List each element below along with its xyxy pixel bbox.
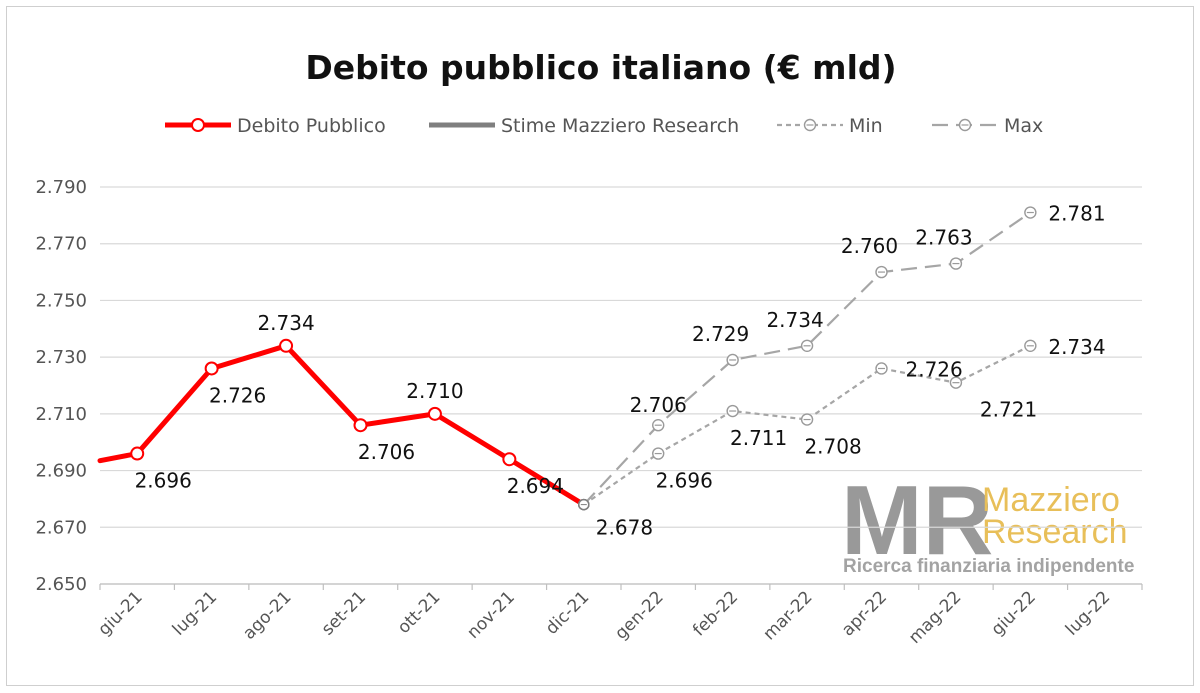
data-label: 2.710 xyxy=(406,379,463,403)
x-tick-label: dic-21 xyxy=(542,587,593,638)
data-label: 2.711 xyxy=(730,426,787,450)
legend-item-min: Min xyxy=(777,115,883,137)
series-max xyxy=(578,206,1037,511)
data-labels: 2.6962.7262.7342.7062.7102.6942.6782.696… xyxy=(135,202,1106,540)
series-debito-pubblico xyxy=(97,338,590,511)
x-tick-label: giu-22 xyxy=(988,587,1040,639)
legend-label: Min xyxy=(849,115,883,137)
x-tick-label: ago-21 xyxy=(239,587,295,643)
y-tick-label: 2.710 xyxy=(35,404,87,425)
x-tick-label: lug-22 xyxy=(1062,587,1114,639)
watermark-name-line1: Mazziero xyxy=(982,481,1120,519)
x-axis: giu-21 lug-21 ago-21 set-21 ott-21 nov-21 dic-… xyxy=(94,583,1143,648)
x-tick-label: lug-21 xyxy=(169,587,221,639)
data-point-marker xyxy=(204,361,219,376)
x-tick-label: feb-22 xyxy=(689,587,742,640)
data-label: 2.734 xyxy=(766,308,823,332)
watermark-monogram: MR xyxy=(841,465,993,575)
data-label: 2.726 xyxy=(906,357,963,381)
data-label: 2.706 xyxy=(358,440,415,464)
data-point-marker xyxy=(353,418,368,433)
legend-item-stime-mazziero-research: Stime Mazziero Research xyxy=(429,115,739,137)
legend-label: Stime Mazziero Research xyxy=(501,115,739,137)
x-tick-label: giu-21 xyxy=(94,587,146,639)
watermark-tagline: Ricerca finanziaria indipendente xyxy=(843,556,1134,577)
y-tick-label: 2.650 xyxy=(35,574,87,595)
legend-item-max: Max xyxy=(932,115,1043,137)
data-label: 2.678 xyxy=(596,516,653,540)
data-point-marker xyxy=(279,338,294,353)
legend-item-debito-pubblico: Debito Pubblico xyxy=(165,115,386,137)
legend-label: Debito Pubblico xyxy=(237,115,386,137)
y-tick-label: 2.670 xyxy=(35,517,87,538)
data-label: 2.694 xyxy=(507,474,564,498)
x-tick-label: nov-21 xyxy=(463,587,519,643)
y-tick-label: 2.790 xyxy=(35,177,87,198)
x-tick-label: set-21 xyxy=(318,587,370,639)
x-tick-label: ott-21 xyxy=(394,587,445,638)
data-label: 2.763 xyxy=(915,226,972,250)
x-tick-label: mag-22 xyxy=(905,587,965,647)
data-label: 2.721 xyxy=(980,398,1037,422)
series-group xyxy=(97,206,1037,511)
legend-label: Max xyxy=(1004,115,1043,137)
data-label: 2.706 xyxy=(630,393,687,417)
y-tick-label: 2.750 xyxy=(35,290,87,311)
series-line-max xyxy=(582,211,1031,506)
data-label: 2.781 xyxy=(1048,202,1105,226)
y-tick-label: 2.730 xyxy=(35,347,87,368)
series-line-debito-pubblico xyxy=(97,343,587,508)
y-tick-label: 2.690 xyxy=(35,461,87,482)
x-tick-label: gen-22 xyxy=(611,587,667,643)
data-label: 2.760 xyxy=(841,234,898,258)
data-label: 2.696 xyxy=(135,469,192,493)
data-label: 2.729 xyxy=(692,322,749,346)
line-chart: Debito pubblico italiano (€ mld) Debito … xyxy=(35,48,1143,648)
chart-title: Debito pubblico italiano (€ mld) xyxy=(305,48,896,87)
data-label: 2.734 xyxy=(1048,335,1105,359)
x-tick-label: apr-22 xyxy=(838,587,891,640)
data-label: 2.726 xyxy=(209,383,266,407)
x-tick-label: mar-22 xyxy=(760,587,817,644)
legend: Debito Pubblico Stime Mazziero Research Mi… xyxy=(165,115,1043,137)
watermark-logo: MR Mazziero Research Ricerca finanziaria… xyxy=(841,465,1134,577)
data-label: 2.696 xyxy=(656,469,713,493)
data-label: 2.708 xyxy=(804,435,861,459)
legend-marker xyxy=(191,118,205,132)
data-point-marker xyxy=(130,446,145,461)
chart-frame: Debito pubblico italiano (€ mld) Debito … xyxy=(6,6,1194,686)
y-tick-label: 2.770 xyxy=(35,234,87,255)
data-point-marker xyxy=(427,406,442,421)
data-label: 2.734 xyxy=(257,311,314,335)
data-point-marker xyxy=(502,452,517,467)
watermark-name-line2: Research xyxy=(982,513,1128,551)
y-axis: 2.650 2.670 2.690 2.710 2.730 2.750 2.770 2.790 xyxy=(35,177,87,595)
